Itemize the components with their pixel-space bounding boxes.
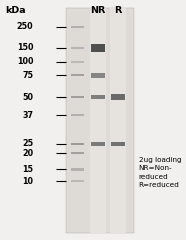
FancyBboxPatch shape [71,96,84,98]
FancyBboxPatch shape [71,168,84,170]
Text: 20: 20 [22,149,33,158]
Bar [91,95,105,99]
Text: 75: 75 [23,71,33,80]
FancyBboxPatch shape [71,114,84,116]
FancyBboxPatch shape [71,143,84,145]
Bar [110,8,126,233]
Text: 100: 100 [17,57,33,66]
Text: 50: 50 [23,93,33,102]
Text: 37: 37 [23,111,33,120]
Text: 10: 10 [23,177,33,186]
FancyBboxPatch shape [71,60,84,63]
Text: 15: 15 [23,165,33,174]
FancyBboxPatch shape [71,180,84,182]
Bar [91,142,105,146]
Text: 2ug loading
NR=Non-
reduced
R=reduced: 2ug loading NR=Non- reduced R=reduced [139,157,181,188]
FancyBboxPatch shape [71,26,84,28]
FancyBboxPatch shape [71,152,84,154]
FancyBboxPatch shape [71,47,84,49]
Bar [91,73,105,78]
Text: 25: 25 [22,139,33,149]
Text: R: R [115,6,122,15]
FancyBboxPatch shape [71,74,84,76]
Bar [111,142,125,146]
Bar [66,8,134,233]
Bar [91,44,105,52]
Bar [111,94,125,100]
Text: 150: 150 [17,43,33,53]
Text: kDa: kDa [6,6,26,15]
Text: 250: 250 [17,22,33,31]
Text: NR: NR [90,6,105,15]
Bar [90,8,106,233]
